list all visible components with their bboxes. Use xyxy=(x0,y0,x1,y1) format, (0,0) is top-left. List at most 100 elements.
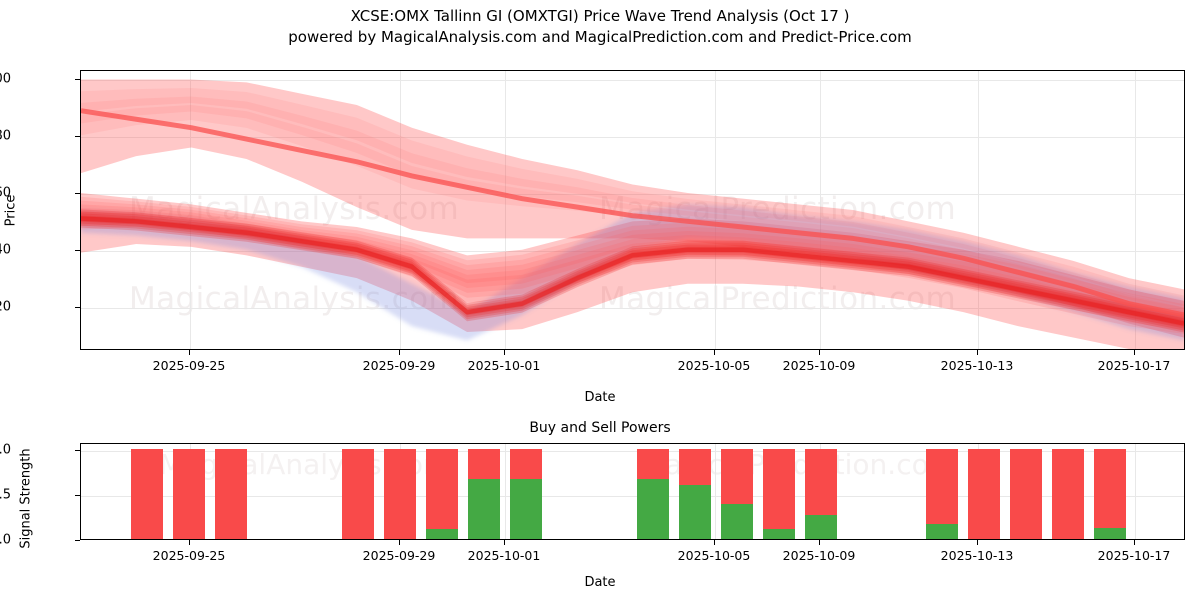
x-tick-mark xyxy=(819,540,820,545)
signal-bar[interactable] xyxy=(426,449,458,539)
sell-power-segment xyxy=(1052,449,1084,539)
wave-stratum xyxy=(81,204,1184,328)
lower-y-axis-label: Signal Strength xyxy=(18,448,34,549)
x-tick-label: 2025-09-29 xyxy=(362,548,436,563)
gridline-x xyxy=(400,71,401,349)
gridline-y xyxy=(81,451,1184,453)
y-tick-mark xyxy=(75,78,80,80)
x-tick-mark xyxy=(399,350,400,355)
wave-stratum xyxy=(81,211,1184,335)
main-y-axis-label: Price xyxy=(3,194,19,227)
signal-bar[interactable] xyxy=(131,449,163,539)
sell-power-segment xyxy=(384,449,416,539)
x-tick-label: 2025-09-25 xyxy=(152,358,226,373)
x-tick-label: 2025-10-13 xyxy=(940,358,1014,373)
y-tick-label: 1940 xyxy=(0,242,11,258)
buy-power-segment xyxy=(1094,528,1126,539)
x-tick-mark xyxy=(399,540,400,545)
gridline-y xyxy=(81,308,1184,310)
buy-power-segment xyxy=(637,478,669,539)
signal-bar[interactable] xyxy=(679,449,711,539)
signal-bar[interactable] xyxy=(1094,449,1126,539)
signal-bar[interactable] xyxy=(468,449,500,539)
x-tick-label: 2025-10-01 xyxy=(467,548,541,563)
wave-stratum xyxy=(81,208,1184,331)
signal-bar[interactable] xyxy=(510,449,542,539)
sell-power-segment xyxy=(342,449,374,539)
x-tick-mark xyxy=(1134,350,1135,355)
y-tick-mark xyxy=(75,495,80,497)
chart-title: XCSE:OMX Tallinn GI (OMXTGI) Price Wave … xyxy=(350,7,850,25)
sell-power-segment xyxy=(215,449,247,539)
gridline-y xyxy=(81,136,1184,138)
wave-stratum xyxy=(81,105,1184,319)
buy-power-segment xyxy=(721,503,753,539)
signal-bar[interactable] xyxy=(637,449,669,539)
wave-stratum xyxy=(81,87,1184,307)
signal-bar[interactable] xyxy=(968,449,1000,539)
x-tick-label: 2025-09-29 xyxy=(362,358,436,373)
y-tick-mark xyxy=(75,250,80,251)
sell-power-segment xyxy=(426,449,458,539)
buy-power-segment xyxy=(805,514,837,539)
sell-power-segment xyxy=(1094,449,1126,539)
sell-power-segment xyxy=(131,449,163,539)
signal-bar[interactable] xyxy=(1010,449,1042,539)
y-tick-mark xyxy=(75,192,80,194)
signal-bar[interactable] xyxy=(1052,449,1084,539)
buy-power-segment xyxy=(679,485,711,539)
x-tick-mark xyxy=(189,540,190,545)
x-tick-mark xyxy=(977,350,978,355)
x-tick-label: 2025-10-17 xyxy=(1097,358,1171,373)
y-tick-label: 1.0 xyxy=(0,442,11,458)
chart-subtitle: powered by MagicalAnalysis.com and Magic… xyxy=(288,28,912,46)
x-tick-label: 2025-10-09 xyxy=(782,358,856,373)
x-tick-label: 2025-10-13 xyxy=(940,548,1014,563)
signal-bar[interactable] xyxy=(384,449,416,539)
buy-power-segment xyxy=(510,478,542,539)
signal-bar[interactable] xyxy=(173,449,205,539)
y-tick-label: 1920 xyxy=(0,299,11,315)
signal-bar[interactable] xyxy=(342,449,374,539)
x-tick-mark xyxy=(504,540,505,545)
y-tick-mark xyxy=(75,450,80,452)
wave-stratum xyxy=(81,96,1184,313)
y-tick-label: 2000 xyxy=(0,71,11,87)
buy-power-segment xyxy=(763,529,795,539)
buy-power-segment xyxy=(426,529,458,539)
gridline-x xyxy=(820,71,821,349)
buy-power-segment xyxy=(926,523,958,539)
signal-bar[interactable] xyxy=(721,449,753,539)
x-tick-mark xyxy=(189,350,190,355)
sell-power-segment xyxy=(763,449,795,539)
sell-power-segment xyxy=(173,449,205,539)
gridline-x xyxy=(190,71,191,349)
gridline-x xyxy=(978,71,979,349)
main-x-axis-label: Date xyxy=(584,390,616,405)
gridline-x xyxy=(505,444,506,539)
x-tick-label: 2025-10-05 xyxy=(677,548,751,563)
wave-core xyxy=(81,211,1184,331)
signal-bar[interactable] xyxy=(763,449,795,539)
lower-chart-title: Buy and Sell Powers xyxy=(529,420,671,436)
gridline-x xyxy=(715,444,716,539)
signal-bar[interactable] xyxy=(805,449,837,539)
buy-power-segment xyxy=(468,478,500,539)
x-tick-label: 2025-10-09 xyxy=(782,548,856,563)
x-tick-label: 2025-10-17 xyxy=(1097,548,1171,563)
y-tick-label: 1960 xyxy=(0,185,11,201)
signal-bar[interactable] xyxy=(215,449,247,539)
signal-bar[interactable] xyxy=(926,449,958,539)
wave-center-line xyxy=(81,216,1184,326)
wave-stratum xyxy=(81,200,1184,324)
x-tick-mark xyxy=(714,540,715,545)
x-tick-mark xyxy=(819,350,820,355)
sell-power-segment xyxy=(1010,449,1042,539)
sell-power-segment xyxy=(968,449,1000,539)
y-tick-label: 0.0 xyxy=(0,532,11,548)
wave-center-line xyxy=(81,108,1184,318)
x-tick-label: 2025-10-01 xyxy=(467,358,541,373)
price-wave-bands xyxy=(81,79,1184,349)
y-tick-label: 0.5 xyxy=(0,487,11,503)
